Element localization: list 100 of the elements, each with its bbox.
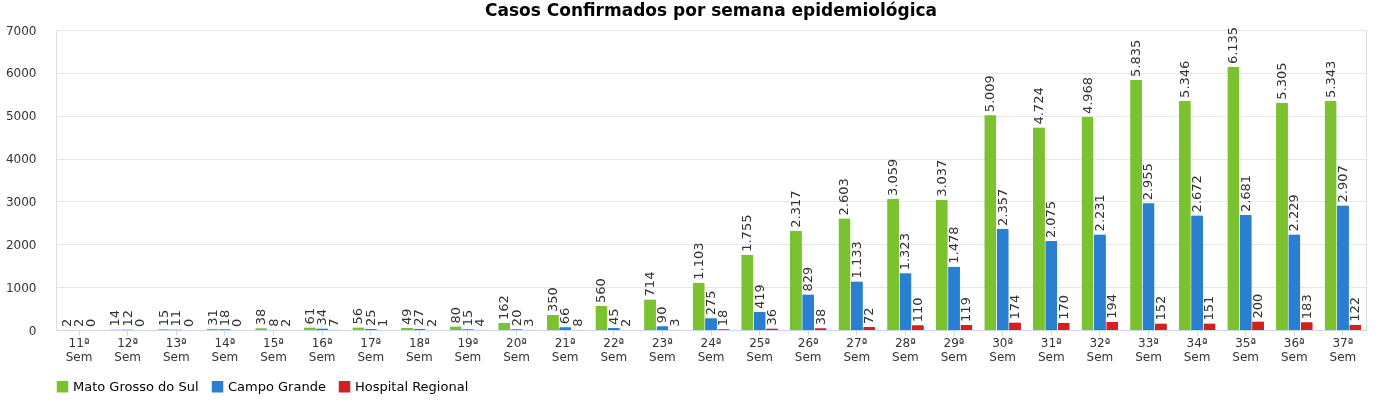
data-label: 5.346 [1176, 60, 1192, 98]
data-label: 152 [1152, 295, 1168, 321]
data-label: 1.755 [739, 214, 755, 252]
bar [802, 294, 815, 330]
data-label: 45 [605, 308, 621, 326]
data-label: 1.478 [946, 226, 962, 264]
data-label: 714 [642, 271, 658, 297]
data-label: 18 [715, 309, 731, 327]
data-label: 5.835 [1128, 39, 1144, 77]
data-label: 2.907 [1334, 165, 1350, 203]
bar [1227, 67, 1240, 330]
data-label: 829 [800, 266, 816, 292]
bar [1349, 324, 1362, 330]
x-tick-label: 33ª Sem [1135, 335, 1162, 364]
x-tick-label: 31ª Sem [1037, 335, 1065, 364]
x-tick-label: 16ª Sem [308, 335, 336, 364]
x-tick-label: 21ª Sem [551, 335, 579, 364]
legend-label: Mato Grosso do Sul [73, 378, 199, 394]
data-label: 1.323 [897, 233, 913, 271]
legend-label: Campo Grande [228, 378, 326, 394]
bar [1094, 234, 1106, 330]
x-tick-label: 22ª Sem [600, 335, 628, 364]
bar [498, 323, 511, 330]
y-tick-label: 3000 [5, 194, 37, 209]
chart-title: Casos Confirmados por semana epidemiológica [484, 0, 938, 20]
x-tick-label: 27ª Sem [843, 335, 871, 364]
bar [789, 230, 802, 330]
x-tick-label: 25ª Sem [746, 335, 773, 364]
data-label: 2.229 [1286, 194, 1302, 232]
data-label: 110 [909, 297, 925, 323]
x-tick-label: 20ª Sem [503, 335, 530, 364]
x-tick-label: 17ª Sem [357, 335, 385, 364]
data-label: 15 [155, 309, 171, 327]
data-label: 2.672 [1189, 175, 1205, 213]
bar [1142, 203, 1155, 330]
bar [850, 281, 863, 330]
data-label: 2.681 [1237, 174, 1253, 213]
x-tick-label: 18ª Sem [406, 335, 433, 364]
data-label: 2.955 [1140, 163, 1156, 201]
x-tick-label: 11ª Sem [65, 335, 93, 364]
x-tick-label: 30ª Sem [989, 335, 1016, 364]
x-tick-label: 37ª Sem [1329, 335, 1357, 364]
bar [1239, 215, 1252, 330]
data-label: 2 [618, 318, 634, 327]
data-label: 174 [1007, 294, 1023, 320]
data-label: 6.135 [1225, 26, 1241, 65]
x-tick-label: 34ª Sem [1183, 335, 1211, 364]
x-tick-label: 13ª Sem [162, 335, 190, 364]
bar [1288, 234, 1301, 330]
data-label: 194 [1104, 293, 1120, 319]
x-tick-label: 14ª Sem [211, 335, 239, 364]
data-label: 2.075 [1043, 200, 1059, 239]
bar [692, 282, 705, 330]
data-label: 122 [1347, 296, 1363, 322]
data-label: 0 [229, 318, 245, 327]
y-tick-label: 7000 [5, 23, 37, 38]
bar [1081, 117, 1094, 330]
y-tick-label: 1000 [5, 280, 37, 295]
legend-label: Hospital Regional [355, 378, 469, 394]
bar [984, 115, 997, 330]
x-tick-label: 28ª Sem [892, 335, 919, 364]
bar [1324, 101, 1337, 330]
bar [960, 324, 973, 330]
x-tick-label: 26ª Sem [794, 335, 822, 364]
data-label: 200 [1250, 293, 1266, 319]
data-label: 5.305 [1273, 62, 1289, 100]
data-label: 2.603 [836, 178, 852, 216]
bar [887, 198, 899, 330]
bar [935, 199, 948, 330]
bar [595, 306, 608, 330]
bar [838, 218, 851, 330]
x-tick-label: 23ª Sem [649, 335, 676, 364]
bar [1045, 241, 1058, 330]
data-label: 4 [472, 318, 488, 327]
data-label: 0 [132, 318, 148, 327]
bar [1057, 322, 1070, 330]
x-tick-label: 24ª Sem [697, 335, 725, 364]
data-label: 5.343 [1322, 60, 1338, 99]
data-label: 1.103 [690, 242, 706, 280]
data-label: 170 [1055, 294, 1071, 320]
bar [863, 326, 876, 330]
data-label: 183 [1298, 294, 1314, 320]
data-label: 49 [398, 308, 414, 325]
data-label: 419 [751, 284, 767, 310]
x-tick-label: 36ª Sem [1280, 335, 1308, 364]
bar [996, 228, 1009, 330]
data-label: 119 [958, 297, 974, 322]
bar [1106, 321, 1119, 330]
data-label: 4.968 [1079, 76, 1095, 115]
data-label: 1.133 [848, 241, 864, 279]
data-label: 36 [763, 308, 779, 326]
data-label: 2 [58, 318, 74, 327]
data-label: 61 [301, 307, 317, 325]
data-label: 4.724 [1030, 87, 1046, 125]
data-label: 5.009 [982, 75, 998, 113]
data-label: 275 [703, 290, 718, 316]
data-label: 560 [593, 278, 609, 303]
data-label: 350 [544, 287, 560, 312]
x-tick-label: 19ª Sem [454, 335, 482, 364]
y-tick-label: 6000 [5, 66, 37, 81]
